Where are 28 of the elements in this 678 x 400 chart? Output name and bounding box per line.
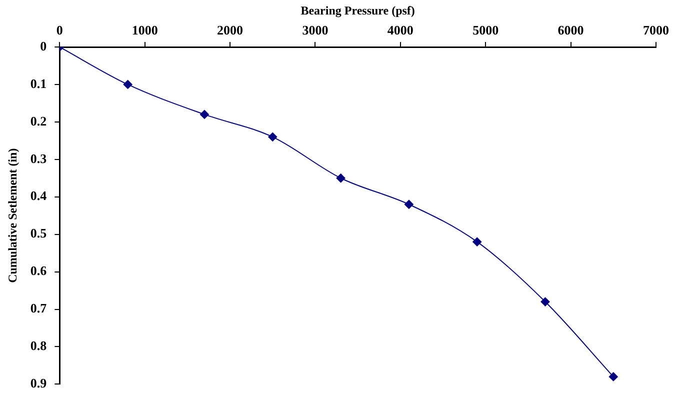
point <box>404 200 414 209</box>
x-axis-title: Bearing Pressure (psf) <box>300 3 415 18</box>
x-tick-label: 2000 <box>217 22 244 38</box>
point <box>123 80 132 89</box>
y-tick-label: 0.5 <box>30 226 48 241</box>
y-tick-label: 0.7 <box>30 300 48 316</box>
x-tick-label: 7000 <box>643 22 669 38</box>
x-tick-label: 6000 <box>558 22 584 38</box>
y-tick-label: 0.9 <box>30 376 48 391</box>
y-tick-label: 0.3 <box>30 150 48 166</box>
y-tick-label: 0.6 <box>30 263 48 278</box>
point <box>200 110 209 119</box>
x-tick-label: 3000 <box>302 22 328 38</box>
point <box>472 237 482 246</box>
point <box>268 132 278 142</box>
y-tick-label: 0.1 <box>30 76 47 91</box>
point <box>336 174 346 183</box>
y-tick-label: 0.8 <box>30 338 48 354</box>
x-tick-label: 5000 <box>472 22 499 38</box>
point <box>608 372 618 382</box>
y-axis-title: Cumulative Setlement (in) <box>5 148 20 283</box>
x-tick-label: 1000 <box>132 22 158 38</box>
y-tick-label: 0.4 <box>30 188 48 204</box>
y-tick-label: 0 <box>40 38 47 54</box>
point <box>540 297 550 306</box>
x-tick-label: 0 <box>56 22 63 38</box>
y-tick-label: 0.2 <box>30 113 47 128</box>
x-tick-label: 4000 <box>387 22 414 38</box>
